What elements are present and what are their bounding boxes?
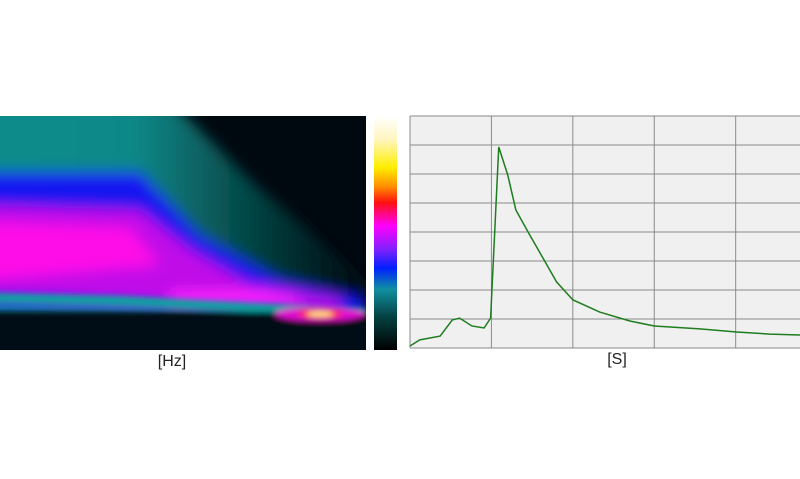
color-bar — [374, 116, 397, 350]
x-axis-label: [S] — [607, 351, 627, 368]
line-series — [409, 146, 800, 347]
x-axis-label: [Hz] — [158, 353, 186, 370]
heatmap — [0, 116, 366, 350]
